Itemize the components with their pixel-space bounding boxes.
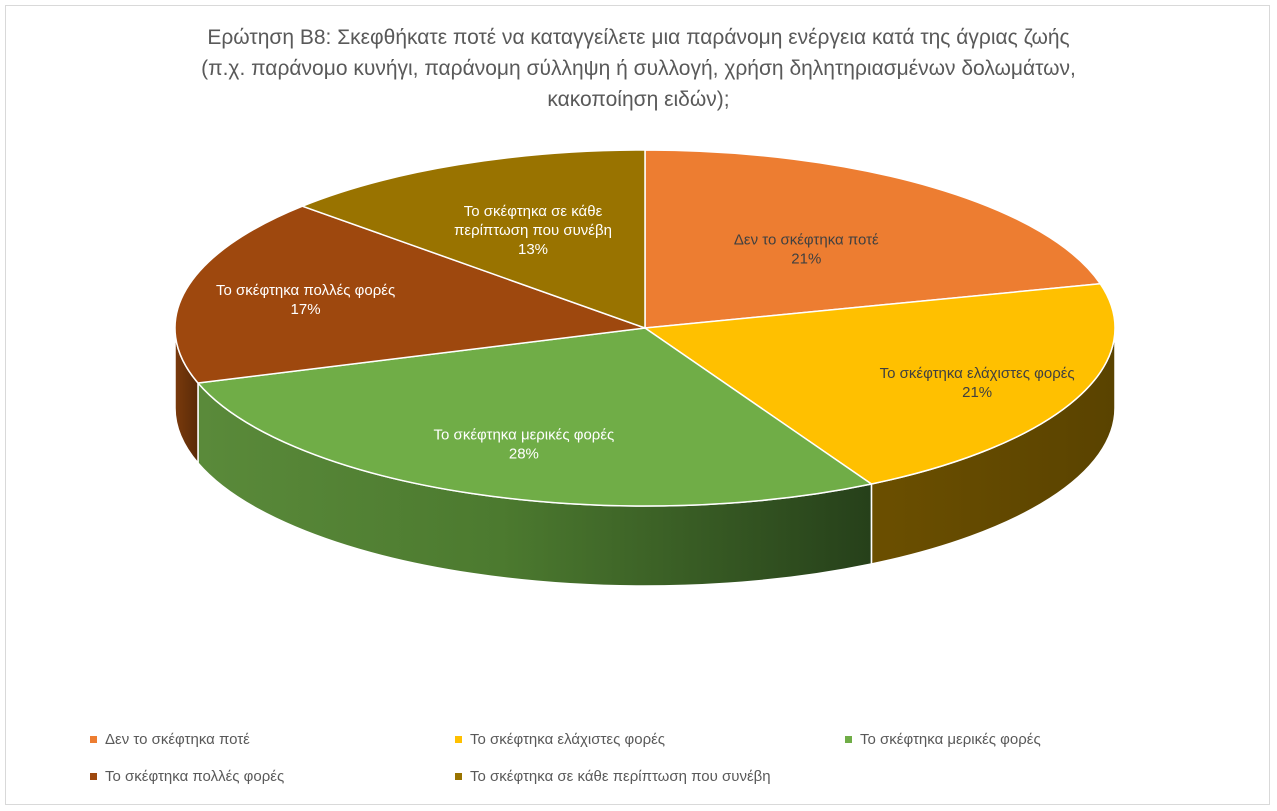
data-label-percent: 17% [291, 301, 321, 318]
legend-swatch [455, 772, 462, 780]
data-label-5: Το σκέφτηκα σε κάθε περίπτωση που συνέβη 1… [454, 203, 612, 258]
data-label-category: Το σκέφτηκα πολλές φορές [216, 282, 395, 299]
pie-slices [174, 149, 1116, 507]
legend-item-5: Το σκέφτηκα σε κάθε περίπτωση που συνέβη [455, 768, 771, 785]
data-label-percent: 21% [962, 384, 992, 401]
data-label-2: Το σκέφτηκα ελάχιστες φορές 21% [880, 365, 1075, 401]
chart-title-line-1: Ερώτηση Β8: Σκεφθήκατε ποτέ να καταγγείλ… [207, 26, 1070, 49]
legend-item-1: Δεν το σκέφτηκα ποτέ [90, 731, 250, 748]
legend-label: Το σκέφτηκα ελάχιστες φορές [470, 731, 666, 748]
legend-label: Δεν το σκέφτηκα ποτέ [105, 731, 250, 748]
pie-slice-2[interactable] [644, 282, 1116, 485]
data-label-category: περίπτωση που συνέβη [454, 222, 612, 239]
legend-swatch [455, 735, 462, 743]
legend-swatch [845, 735, 852, 743]
data-label-1: Δεν το σκέφτηκα ποτέ 21% [734, 232, 879, 268]
legend-item-4: Το σκέφτηκα πολλές φορές [90, 768, 284, 785]
data-label-percent: 21% [791, 251, 821, 268]
pie-slice-5[interactable] [301, 149, 646, 329]
data-label-percent: 28% [509, 445, 539, 462]
legend-label: Το σκέφτηκα πολλές φορές [105, 768, 285, 785]
data-label-category: Το σκέφτηκα σε κάθε [464, 203, 603, 220]
legend-swatch [90, 735, 97, 743]
chart-title-line-3: κακοποίηση ειδών); [547, 88, 730, 111]
data-label-3: Το σκέφτηκα μερικές φορές 28% [434, 426, 615, 462]
legend-label: Το σκέφτηκα μερικές φορές [860, 731, 1041, 748]
pie-slice-4[interactable] [174, 205, 646, 384]
data-label-category: Δεν το σκέφτηκα ποτέ [734, 232, 879, 249]
pie-slice-3[interactable] [197, 327, 873, 507]
pie-data-labels: Δεν το σκέφτηκα ποτέ 21%Το σκέφτηκα ελάχι… [216, 203, 1075, 462]
data-label-category: Το σκέφτηκα ελάχιστες φορές [880, 365, 1075, 382]
legend-swatch [90, 772, 97, 780]
chart-title: Ερώτηση Β8: Σκεφθήκατε ποτέ να καταγγείλ… [0, 22, 1277, 115]
data-label-percent: 13% [518, 241, 548, 258]
legend-item-2: Το σκέφτηκα ελάχιστες φορές [455, 731, 665, 748]
data-label-category: Το σκέφτηκα μερικές φορές [434, 426, 615, 443]
data-label-4: Το σκέφτηκα πολλές φορές 17% [216, 282, 395, 318]
legend-label: Το σκέφτηκα σε κάθε περίπτωση που συνέβη [470, 768, 771, 785]
chart-title-line-2: (π.χ. παράνομο κυνήγι, παράνομη σύλληψη … [201, 57, 1076, 80]
legend-item-3: Το σκέφτηκα μερικές φορές [845, 731, 1041, 748]
pie-slice-1[interactable] [644, 149, 1101, 329]
